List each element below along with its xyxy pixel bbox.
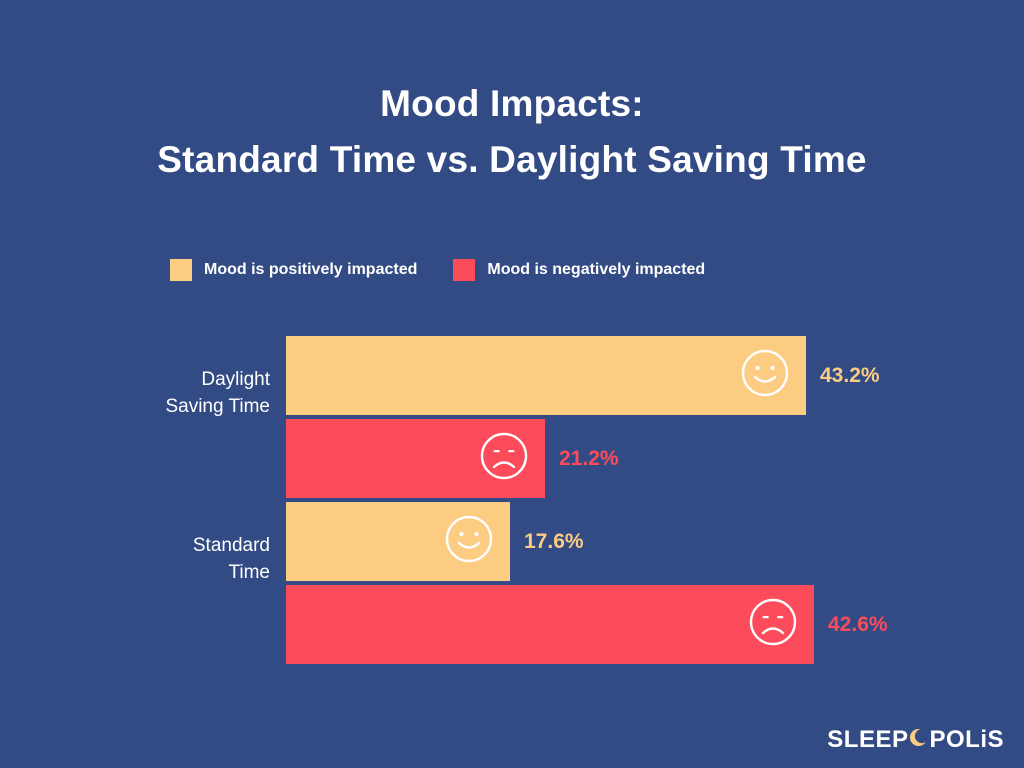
bar-dst-negative: 21.2%	[286, 419, 619, 498]
bar-value-dst-negative: 21.2%	[559, 446, 619, 470]
frowny-face-icon	[479, 431, 529, 486]
bar-dst-positive: 43.2%	[286, 336, 880, 415]
legend-item-negative: Mood is negatively impacted	[453, 259, 705, 281]
category-label-standard-time: Standard Time	[192, 535, 270, 583]
category-label-daylight-saving-time: Daylight Saving Time	[165, 369, 270, 417]
chart-title-line-1: Mood Impacts:	[380, 83, 644, 124]
bar-value-dst-positive: 43.2%	[820, 363, 880, 387]
chart-legend: Mood is positively impacted Mood is nega…	[170, 259, 705, 281]
chart-title: Mood Impacts: Standard Time vs. Daylight…	[0, 76, 1024, 188]
bar-st-negative: 42.6%	[286, 585, 888, 664]
legend-label-positive: Mood is positively impacted	[204, 261, 418, 278]
crescent-moon-icon	[909, 728, 930, 752]
frowny-face-icon	[748, 597, 798, 652]
chart-plot-area: Daylight Saving Time 43.2%	[0, 336, 1024, 664]
bar-value-st-negative: 42.6%	[828, 612, 888, 636]
bar-row-st-positive: 17.6%	[286, 502, 584, 581]
bar-row-st-negative: 42.6%	[286, 585, 888, 664]
smiley-face-icon	[444, 514, 494, 569]
bar-value-st-positive: 17.6%	[524, 529, 584, 553]
chart-title-line-2: Standard Time vs. Daylight Saving Time	[157, 139, 867, 180]
logo-text-part-1: SLEEP	[827, 726, 909, 753]
legend-label-negative: Mood is negatively impacted	[487, 261, 706, 278]
bar-row-dst-negative: 21.2%	[286, 419, 619, 498]
bar-st-positive: 17.6%	[286, 502, 584, 581]
sleepopolis-logo: SLEEP POLiS	[827, 726, 1004, 754]
legend-item-positive: Mood is positively impacted	[170, 259, 417, 281]
logo-text-part-3: POLiS	[929, 726, 1004, 753]
bar-row-dst-positive: 43.2%	[286, 336, 880, 415]
smiley-face-icon	[740, 348, 790, 403]
legend-swatch-negative-icon	[453, 259, 476, 281]
legend-swatch-positive-icon	[170, 259, 192, 281]
